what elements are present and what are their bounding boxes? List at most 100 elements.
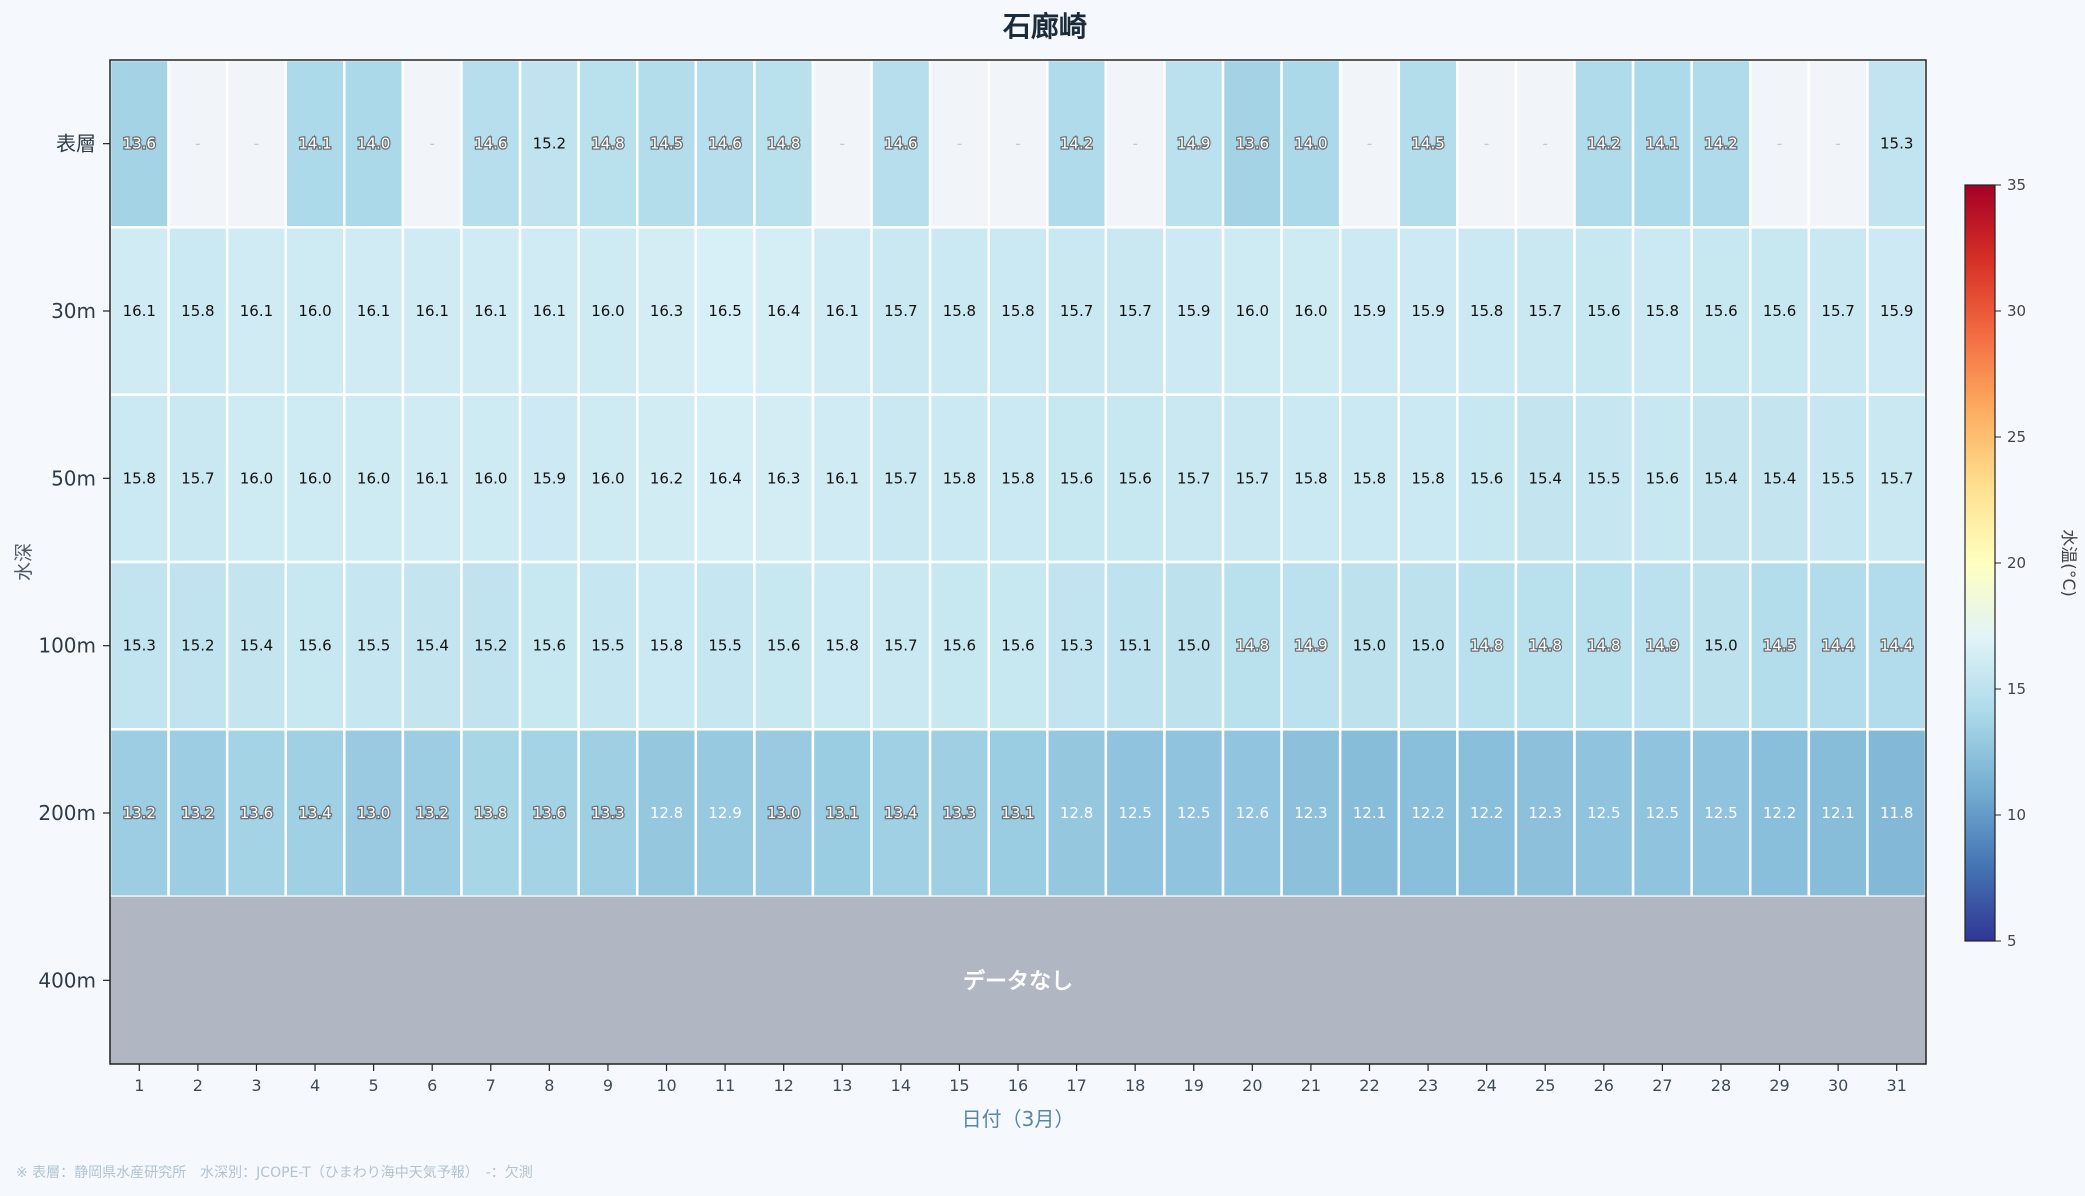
cell-value-label: 14.8 [1529,637,1562,655]
cell-value-label: 15.0 [1704,637,1737,655]
x-axis-label: 日付（3月） [962,1107,1075,1131]
cell-value-label: 16.1 [240,302,273,320]
heatmap-cell [1221,393,1283,564]
cell-value-label: 13.0 [767,804,800,822]
heatmap-cell [1046,560,1108,731]
heatmap-cell [987,393,1049,564]
colorbar: 5 10 15 20 25 30 35 水温(°C) [1964,176,2078,950]
heatmap-cell [1631,728,1693,898]
heatmap-cell [1456,226,1518,396]
heatmap-cell [1866,728,1928,898]
y-tick-label: 200m [38,801,96,825]
cell-value-label: 14.2 [1587,135,1620,153]
x-tick-label: 18 [1125,1076,1145,1095]
heatmap-cell [401,58,463,229]
heatmap-cell [1749,58,1811,229]
heatmap-cell [460,393,522,564]
cell-value-label: 16.0 [591,302,624,320]
cell-value-label: 15.4 [1763,469,1796,487]
cell-value-label: 15.5 [1587,469,1620,487]
cell-value-label: 16.0 [591,469,624,487]
cell-value-label: 15.3 [1060,637,1093,655]
heatmap-cell [1631,393,1693,564]
heatmap-cell [167,58,229,229]
cell-value-label: 12.2 [1470,804,1503,822]
cell-value-label: 13.6 [240,804,273,822]
x-tick-label: 25 [1535,1076,1555,1095]
cell-value-label: 15.8 [943,302,976,320]
x-tick-label: 16 [1008,1076,1028,1095]
cell-value-label: 12.3 [1529,804,1562,822]
heatmap-cell [635,58,698,229]
cell-value-label: 12.2 [1411,804,1444,822]
cell-value-label: 16.3 [650,302,683,320]
heatmap-cell [635,560,698,731]
cell-value-label: 14.6 [474,135,507,153]
y-axis: 表層 30m 50m 100m 200m 400m [38,132,110,992]
cell-value-label: 14.8 [1470,637,1503,655]
heatmap-cell [401,728,463,898]
cell-value-label: - [1835,135,1840,153]
cell-value-label: 13.0 [357,804,390,822]
cell-value-label: 16.3 [767,469,800,487]
x-tick-label: 28 [1711,1076,1731,1095]
heatmap-cell [753,560,815,731]
y-tick-label: 100m [38,634,96,658]
heatmap-cell [225,728,287,898]
cell-value-label: 15.6 [1060,469,1093,487]
cell-value-label: 15.0 [1177,637,1210,655]
heatmap-cell [928,226,990,396]
heatmap-cell [1514,393,1576,564]
heatmap-cell [928,728,990,898]
cell-value-label: 15.2 [533,135,566,153]
heatmap-cell [694,560,756,731]
cell-value-label: 15.5 [1821,469,1854,487]
cell-value-label: 16.0 [298,469,331,487]
cell-value-label: 15.3 [1880,135,1913,153]
cell-value-label: 15.7 [884,302,917,320]
cell-value-label: 12.5 [1587,804,1620,822]
cell-value-label: 14.2 [1704,135,1737,153]
cell-value-label: 13.2 [181,804,214,822]
heatmap-cell [694,226,756,396]
x-tick-label: 20 [1242,1076,1262,1095]
cell-value-label: 15.4 [1704,469,1737,487]
cell-value-label: 14.9 [1177,135,1210,153]
x-tick-label: 13 [832,1076,852,1095]
cell-value-label: 12.6 [1236,804,1269,822]
cell-value-label: 12.8 [1060,804,1093,822]
cell-value-label: 13.1 [1001,804,1034,822]
y-tick-label: 400m [38,968,96,992]
cell-value-label: 15.6 [1001,637,1034,655]
cell-value-label: 16.1 [826,469,859,487]
cell-value-label: 15.7 [884,469,917,487]
no-data-band [110,896,1926,1064]
cell-value-label: 16.1 [415,302,448,320]
heatmap-cell [518,393,580,564]
cell-value-label: 14.2 [1060,135,1093,153]
heatmap-cell [1514,226,1576,396]
heatmap-cell [1397,58,1459,229]
x-tick-label: 26 [1594,1076,1614,1095]
heatmap-cell [1456,728,1518,898]
heatmap-cell [343,560,405,731]
cell-value-label: 15.5 [708,637,741,655]
cell-value-label: 14.0 [1294,135,1327,153]
cell-value-label: 16.0 [240,469,273,487]
cell-value-label: 15.8 [1470,302,1503,320]
cell-value-label: 15.6 [767,637,800,655]
heatmap-cell [1280,728,1342,898]
cell-value-label: 16.0 [357,469,390,487]
heatmap-cell [1807,226,1869,396]
heatmap-cell [1573,728,1635,898]
cell-value-label: 12.5 [1177,804,1210,822]
cell-value-label: 12.1 [1353,804,1386,822]
cell-value-label: 15.9 [1880,302,1913,320]
cell-value-label: - [840,135,845,153]
cell-value-label: 12.5 [1118,804,1151,822]
cell-value-label: 16.1 [826,302,859,320]
cell-value-label: 13.3 [943,804,976,822]
heatmap-cell [343,728,405,898]
cell-value-label: 14.8 [1236,637,1269,655]
heatmap-cell [343,393,405,564]
